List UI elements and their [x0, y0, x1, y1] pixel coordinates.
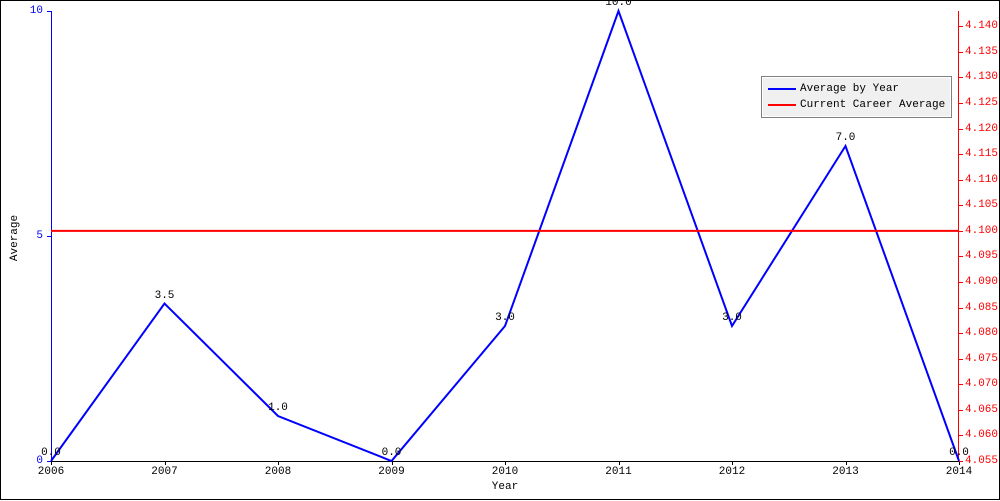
- x-tick: [846, 461, 847, 465]
- data-point-label: 7.0: [836, 132, 856, 144]
- data-point-label: 3.0: [495, 312, 515, 324]
- legend-item-1: Current Career Average: [768, 97, 945, 113]
- y-right-tick: [959, 308, 963, 309]
- data-point-label: 1.0: [268, 402, 288, 414]
- y-right-tick: [959, 256, 963, 257]
- y-right-tick: [959, 384, 963, 385]
- x-tick: [732, 461, 733, 465]
- x-tick: [165, 461, 166, 465]
- x-tick-label: 2009: [378, 466, 404, 478]
- y-right-tick: [959, 52, 963, 53]
- data-point-label: 3.5: [155, 290, 175, 302]
- y-right-tick-label: 4.060: [965, 429, 998, 441]
- x-axis-title: Year: [492, 481, 518, 493]
- y-right-tick-label: 4.140: [965, 20, 998, 32]
- y-right-tick: [959, 205, 963, 206]
- y-left-tick: [47, 236, 51, 237]
- x-tick-label: 2012: [719, 466, 745, 478]
- y-right-tick-label: 4.055: [965, 455, 998, 467]
- y-right-tick: [959, 333, 963, 334]
- y-right-tick: [959, 435, 963, 436]
- y-left-tick-label: 10: [30, 5, 43, 17]
- x-tick-label: 2007: [151, 466, 177, 478]
- x-tick-label: 2010: [492, 466, 518, 478]
- y-right-tick-label: 4.100: [965, 225, 998, 237]
- legend-swatch-1: [768, 104, 796, 106]
- y-right-tick: [959, 77, 963, 78]
- legend-item-0: Average by Year: [768, 81, 945, 97]
- y-right-tick-label: 4.110: [965, 174, 998, 186]
- x-tick-label: 2013: [832, 466, 858, 478]
- x-tick: [392, 461, 393, 465]
- y-right-tick-label: 4.130: [965, 71, 998, 83]
- data-point-label: 0.0: [41, 447, 61, 459]
- y-right-tick: [959, 26, 963, 27]
- y-right-tick: [959, 180, 963, 181]
- y-right-tick: [959, 231, 963, 232]
- x-tick-label: 2008: [265, 466, 291, 478]
- y-right-tick-label: 4.075: [965, 353, 998, 365]
- legend-label-1: Current Career Average: [800, 99, 945, 111]
- data-point-label: 0.0: [949, 447, 969, 459]
- y-right-tick-label: 4.125: [965, 97, 998, 109]
- y-right-tick-label: 4.095: [965, 250, 998, 262]
- y-right-tick: [959, 461, 963, 462]
- y-right-tick-label: 4.115: [965, 148, 998, 160]
- y-right-tick-label: 4.080: [965, 327, 998, 339]
- y-right-tick: [959, 154, 963, 155]
- y-right-tick-label: 4.085: [965, 302, 998, 314]
- legend-label-0: Average by Year: [800, 83, 899, 95]
- y-right-tick-label: 4.065: [965, 404, 998, 416]
- x-tick-label: 2014: [946, 466, 972, 478]
- y-right-tick: [959, 359, 963, 360]
- y-left-tick-label: 5: [36, 230, 43, 242]
- data-point-label: 10.0: [605, 0, 631, 9]
- y-right-tick-label: 4.090: [965, 276, 998, 288]
- y-right-tick-label: 4.070: [965, 378, 998, 390]
- y-right-tick: [959, 103, 963, 104]
- y-right-tick-label: 4.105: [965, 199, 998, 211]
- x-tick: [505, 461, 506, 465]
- y-axis-left-title: Average: [9, 215, 21, 261]
- legend: Average by Year Current Career Average: [761, 76, 952, 118]
- y-right-tick: [959, 129, 963, 130]
- y-right-tick: [959, 282, 963, 283]
- legend-swatch-0: [768, 88, 796, 90]
- data-point-label: 0.0: [382, 447, 402, 459]
- y-right-tick: [959, 410, 963, 411]
- x-tick: [278, 461, 279, 465]
- y-left-tick: [47, 11, 51, 12]
- x-tick-label: 2006: [38, 466, 64, 478]
- y-right-tick-label: 4.120: [965, 123, 998, 135]
- x-tick: [619, 461, 620, 465]
- x-tick: [51, 461, 52, 465]
- y-left-tick: [47, 461, 51, 462]
- y-right-tick-label: 4.135: [965, 46, 998, 58]
- x-tick-label: 2011: [605, 466, 631, 478]
- data-point-label: 3.0: [722, 312, 742, 324]
- chart-container: Average Year Average by Year Current Car…: [0, 0, 1000, 500]
